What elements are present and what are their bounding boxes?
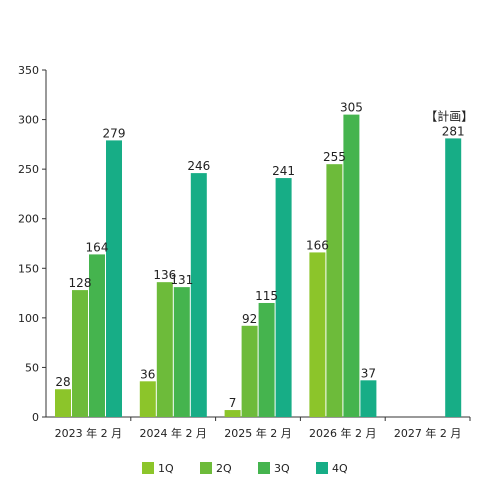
bar (224, 410, 241, 417)
bar (190, 173, 207, 417)
bar-value-label: 166 (306, 238, 329, 252)
bar-value-label: 36 (140, 367, 155, 381)
bar (139, 381, 156, 417)
bar-value-label: 281 (442, 124, 465, 138)
y-tick-label: 0 (32, 411, 39, 424)
bar (241, 325, 258, 417)
bar-value-label: 241 (272, 164, 295, 178)
x-category-label: 2026 年 2 月 (309, 426, 376, 440)
bar-value-label: 92 (242, 312, 257, 326)
bar (156, 282, 173, 417)
bar (360, 380, 377, 417)
legend-label: 2Q (216, 462, 232, 475)
annotation-label: 【計画】 (425, 108, 473, 123)
bar-value-label: 164 (86, 240, 109, 254)
bar-value-label: 279 (103, 126, 126, 140)
y-tick-label: 150 (18, 262, 39, 275)
y-tick-label: 100 (18, 312, 39, 325)
legend-swatch (258, 462, 270, 474)
x-category-label: 2024 年 2 月 (139, 426, 206, 440)
y-tick-label: 250 (18, 163, 39, 176)
bar-value-label: 115 (255, 289, 278, 303)
y-tick-label: 200 (18, 213, 39, 226)
bar (275, 178, 292, 417)
bar-value-label: 136 (153, 268, 176, 282)
legend-swatch (142, 462, 154, 474)
bar (72, 290, 88, 417)
legend-swatch (200, 462, 212, 474)
bar-value-label: 305 (340, 101, 363, 115)
bar-value-label: 131 (170, 273, 193, 287)
bar-value-label: 7 (229, 396, 237, 410)
bar-value-label: 37 (361, 366, 376, 380)
legend: 1Q 2Q 3Q 4Q (142, 462, 348, 475)
legend-label: 1Q (158, 462, 174, 475)
data-labels: 2812816427936136131246792115241166255305… (55, 101, 473, 410)
bar-value-label: 255 (323, 150, 346, 164)
bar-value-label: 128 (69, 276, 92, 290)
bar (309, 252, 326, 417)
y-tick-label: 50 (25, 361, 39, 374)
x-category-label: 2023 年 2 月 (55, 426, 122, 440)
y-tick-label: 300 (18, 114, 39, 127)
bar (89, 254, 105, 417)
legend-swatch (316, 462, 328, 474)
y-tick-label: 350 (18, 64, 39, 77)
bar (173, 287, 190, 417)
legend-label: 4Q (332, 462, 348, 475)
bars (55, 114, 462, 418)
bar (258, 302, 275, 417)
bar (326, 164, 343, 417)
bar (343, 114, 360, 417)
bar (106, 140, 122, 418)
bar-value-label: 246 (187, 159, 210, 173)
x-category-label: 2027 年 2 月 (394, 426, 461, 440)
bar (55, 389, 71, 417)
bar (445, 138, 462, 417)
legend-label: 3Q (274, 462, 290, 475)
bar-value-label: 28 (55, 375, 70, 389)
axes: 0 50 100 150 200 250 300 350 2023 年 2 月 2024 年 2 … (18, 64, 471, 440)
x-category-label: 2025 年 2 月 (224, 426, 291, 440)
